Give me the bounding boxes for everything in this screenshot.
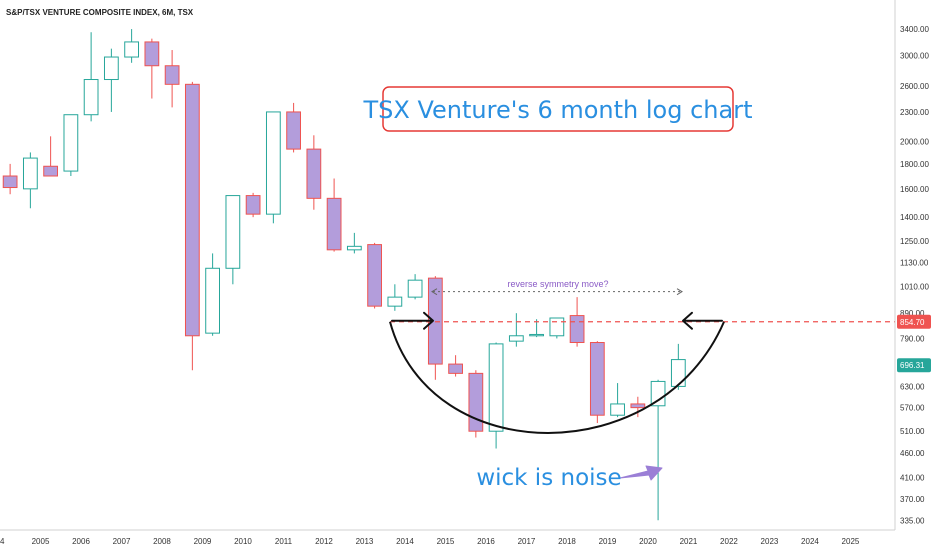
y-tick-label: 2000.00 <box>900 138 929 147</box>
y-tick-label: 370.00 <box>900 495 925 504</box>
cup-curve <box>389 321 725 434</box>
candle-body <box>650 380 666 407</box>
candle-body <box>569 315 585 344</box>
candle-body <box>225 195 241 269</box>
x-tick-label: 2005 <box>32 537 50 546</box>
candle-body <box>22 157 38 190</box>
y-tick-label: 790.00 <box>900 334 925 343</box>
current-price-tag: 696.31 <box>897 358 931 373</box>
y-tick-label: 335.00 <box>900 516 925 525</box>
candle-body <box>286 111 301 150</box>
candle-body <box>144 41 160 67</box>
price-level-tag-bg <box>897 314 931 329</box>
headline-text: TSX Venture's 6 month log chart <box>363 96 753 124</box>
x-tick-label: 2009 <box>194 537 212 546</box>
y-tick-label: 570.00 <box>900 404 925 413</box>
x-tick-label: 4 <box>0 537 5 546</box>
candle-body <box>529 333 544 337</box>
candle-body <box>589 342 605 416</box>
candle-body <box>610 403 625 416</box>
chart-title: S&P/TSX VENTURE COMPOSITE INDEX, 6M, TSX <box>6 8 194 17</box>
candle-body <box>549 317 565 337</box>
x-tick-label: 2012 <box>315 537 333 546</box>
candle-body <box>124 41 140 58</box>
y-tick-label: 1400.00 <box>900 213 929 222</box>
y-tick-label: 1130.00 <box>900 259 929 268</box>
y-tick-label: 2300.00 <box>900 108 929 117</box>
candle-body <box>103 56 119 81</box>
headline-box <box>382 86 734 132</box>
candle-body <box>43 165 59 177</box>
candle-body <box>184 83 200 337</box>
current-price-tag-bg <box>897 358 931 373</box>
y-tick-label: 1800.00 <box>900 160 929 169</box>
drawing-layer <box>389 288 895 481</box>
x-tick-label: 2023 <box>761 537 779 546</box>
x-tick-label: 2007 <box>113 537 131 546</box>
x-tick-label: 2025 <box>842 537 860 546</box>
x-tick-label: 2011 <box>275 537 293 546</box>
candle-body <box>265 111 281 215</box>
y-tick-label: 3000.00 <box>900 52 929 61</box>
x-tick-label: 2013 <box>356 537 374 546</box>
y-tick-label: 410.00 <box>900 473 925 482</box>
y-tick-label: 510.00 <box>900 427 925 436</box>
price-level-tag: 854.70 <box>897 314 931 329</box>
y-tick-label: 2600.00 <box>900 82 929 91</box>
x-tick-label: 2014 <box>396 537 414 546</box>
candle-body <box>2 175 18 189</box>
symmetry-arrow-right <box>676 288 683 296</box>
y-tick-label: 1250.00 <box>900 237 929 246</box>
x-tick-label: 2024 <box>801 537 819 546</box>
candle-body <box>508 335 524 342</box>
candle-body <box>326 197 342 251</box>
current-price-tag-text: 696.31 <box>900 361 925 370</box>
y-tick-label: 460.00 <box>900 449 925 458</box>
wick-pointer-arrow <box>619 465 663 481</box>
candle-body <box>468 372 484 432</box>
candle-body <box>407 279 423 298</box>
candle-body <box>245 195 261 215</box>
candle-body <box>306 148 322 199</box>
x-tick-label: 2019 <box>599 537 617 546</box>
candle-body <box>83 79 99 116</box>
candle-body <box>164 65 180 85</box>
x-tick-label: 2006 <box>72 537 90 546</box>
candle-body <box>630 403 646 409</box>
x-tick-label: 2020 <box>639 537 657 546</box>
x-tick-label: 2008 <box>153 537 171 546</box>
candle-body <box>205 267 220 334</box>
wick-label: wick is noise <box>476 465 621 491</box>
candle-body <box>63 114 79 172</box>
price-level-tag-text: 854.70 <box>900 318 925 327</box>
y-tick-label: 630.00 <box>900 382 925 391</box>
candle-body <box>448 363 463 374</box>
x-tick-label: 2022 <box>720 537 738 546</box>
candle-body <box>670 359 686 387</box>
symmetry-arrow-left <box>431 288 438 296</box>
x-tick-label: 2021 <box>680 537 698 546</box>
x-tick-label: 2016 <box>477 537 495 546</box>
y-tick-label: 890.00 <box>900 309 925 318</box>
rim-arrow-right <box>682 311 723 330</box>
y-tick-label: 3400.00 <box>900 25 929 34</box>
candle-body <box>488 343 504 432</box>
x-tick-label: 2010 <box>234 537 252 546</box>
x-tick-label: 2017 <box>518 537 536 546</box>
y-tick-label: 1010.00 <box>900 282 929 291</box>
symmetry-label: reverse symmetry move? <box>507 279 608 289</box>
x-tick-label: 2015 <box>437 537 455 546</box>
candle-body <box>346 245 362 251</box>
rim-arrow-left <box>391 311 434 330</box>
y-tick-label: 1600.00 <box>900 185 929 194</box>
candle-body <box>367 244 382 307</box>
candle-body <box>387 296 403 307</box>
x-tick-label: 2018 <box>558 537 576 546</box>
